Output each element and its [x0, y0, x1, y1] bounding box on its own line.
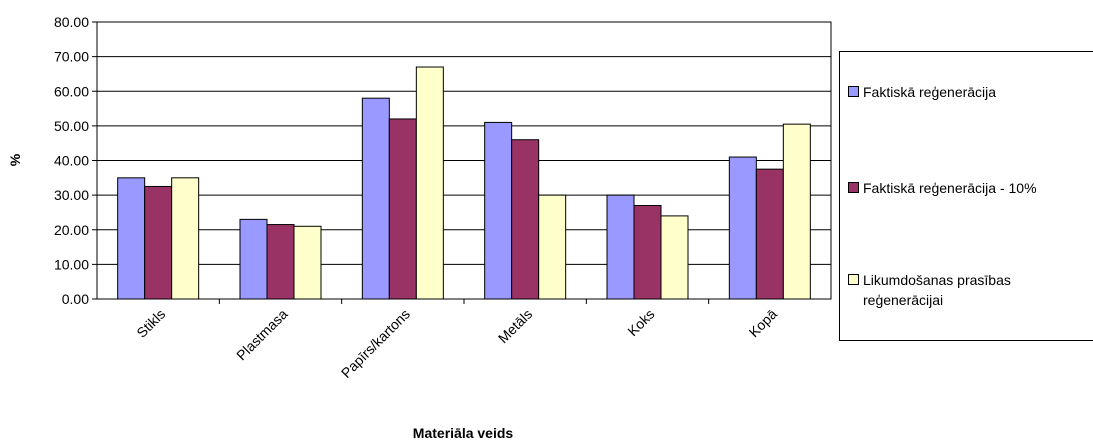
- y-tick-label: 50.00: [54, 118, 89, 134]
- bar-1: [728, 156, 757, 300]
- y-tick-label: 0.00: [62, 291, 89, 307]
- y-tick-label: 20.00: [54, 222, 89, 238]
- bar-1: [239, 218, 268, 300]
- bar-1: [606, 194, 635, 300]
- bars: [117, 66, 811, 300]
- y-tick-label: 70.00: [54, 49, 89, 65]
- bar-3: [782, 123, 811, 300]
- x-category-label: Metāls: [495, 306, 535, 346]
- legend-label: Faktiskā reģenerācija - 10%: [863, 180, 1037, 196]
- x-category-label: Kopā: [746, 306, 781, 341]
- y-axis-title: %: [7, 153, 23, 166]
- bar-2: [144, 185, 173, 300]
- bar-1: [117, 177, 146, 300]
- bar-3: [660, 215, 689, 300]
- bar-2: [388, 118, 417, 300]
- y-tick-label: 80.00: [54, 14, 89, 30]
- y-tick-label: 10.00: [54, 256, 89, 272]
- bar-2: [633, 205, 662, 300]
- bar-1: [361, 97, 390, 300]
- legend-swatch: [848, 86, 859, 97]
- legend-swatch: [848, 182, 859, 193]
- x-axis-categories: Stikls Plastmasa Papīrs/kartons Metāls Koks K…: [133, 299, 780, 381]
- bar-3: [171, 177, 200, 300]
- legend-item-faktiska: Faktiskā reģenerācija: [848, 82, 996, 102]
- y-tick-label: 30.00: [54, 187, 89, 203]
- y-tick-label: 40.00: [54, 153, 89, 169]
- legend-label: Likumdošanas prasības reģenerācijai: [863, 272, 1011, 308]
- x-category-label: Papīrs/kartons: [338, 306, 413, 381]
- bar-2: [266, 224, 295, 300]
- x-category-label: Koks: [624, 306, 657, 339]
- bar-3: [293, 225, 322, 300]
- bar-2: [755, 168, 784, 300]
- bar-2: [511, 139, 540, 300]
- bar-3: [415, 66, 444, 300]
- y-axis-ticks: 0.00 10.00 20.00 30.00 40.00 50.00 60.00 70.00 8…: [54, 14, 97, 307]
- legend-item-likumdosanas: Likumdošanas prasības reģenerācijai: [848, 270, 1083, 310]
- x-category-label: Plastmasa: [233, 306, 291, 364]
- legend-swatch: [848, 274, 859, 285]
- legend-label: Faktiskā reģenerācija: [863, 84, 997, 100]
- gridlines: [97, 21, 831, 300]
- x-category-label: Stikls: [133, 306, 168, 341]
- bar-1: [484, 121, 513, 300]
- x-axis-title: Materiāla veids: [413, 425, 514, 441]
- legend: Faktiskā reģenerācija Faktiskā reģenerāc…: [839, 51, 1093, 341]
- legend-item-faktiska-10: Faktiskā reģenerācija - 10%: [848, 178, 1037, 198]
- bar-3: [538, 194, 567, 300]
- y-tick-label: 60.00: [54, 83, 89, 99]
